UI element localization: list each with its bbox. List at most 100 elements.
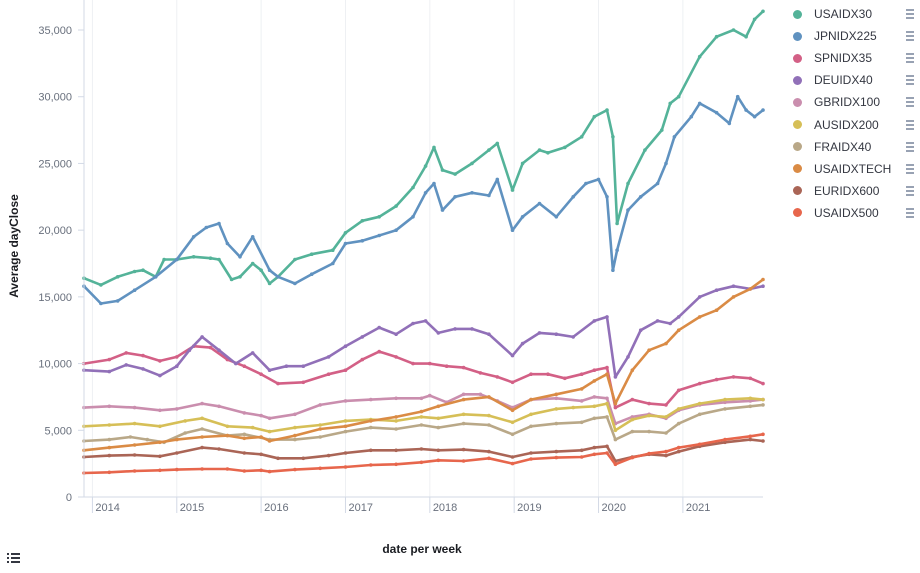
data-point-fraidx40	[676, 421, 681, 426]
data-point-gbridx100	[343, 399, 348, 403]
data-point-usaidxtech	[343, 424, 348, 429]
data-point-usaidx30	[697, 54, 702, 59]
data-point-fraidx40	[748, 404, 753, 409]
data-point-gbridx100	[267, 416, 272, 421]
data-point-spnidx35	[208, 345, 213, 350]
legend-action-icon[interactable]	[906, 31, 914, 42]
data-point-usaidx500	[697, 442, 702, 447]
data-point-jpnidx225	[638, 195, 643, 199]
legend-action-icon[interactable]	[906, 163, 914, 174]
legend-item-ausidx200[interactable]: AUSIDX200	[793, 113, 918, 135]
data-point-deuidx40	[453, 327, 457, 331]
data-point-euridx600	[132, 453, 137, 457]
data-point-spnidx35	[592, 368, 597, 373]
data-point-usaidxtech	[487, 395, 491, 399]
legend-action-icon[interactable]	[906, 97, 914, 108]
data-point-spnidx35	[495, 375, 500, 379]
data-point-deuidx40	[326, 355, 331, 359]
data-point-jpnidx225	[267, 268, 272, 273]
data-point-ausidx200	[158, 424, 162, 429]
data-point-euridx600	[664, 453, 668, 458]
data-point-jpnidx225	[238, 254, 242, 259]
data-point-spnidx35	[664, 403, 668, 407]
data-point-deuidx40	[714, 288, 719, 293]
data-point-spnidx35	[141, 353, 145, 358]
data-point-gbridx100	[554, 396, 559, 401]
data-point-euridx600	[761, 439, 765, 443]
legend-item-usaidx500[interactable]: USAIDX500	[793, 202, 918, 224]
chart-legend: USAIDX30 JPNIDX225 SPNIDX35 DEUIDX40 GBRIDX1…	[793, 3, 918, 224]
legend-action-icon[interactable]	[906, 119, 914, 130]
legend-item-deuidx40[interactable]: DEUIDX40	[793, 69, 918, 91]
data-point-euridx600	[529, 451, 533, 455]
data-point-usaidxtech	[200, 435, 204, 439]
legend-action-icon[interactable]	[906, 141, 914, 152]
data-point-euridx600	[158, 454, 162, 459]
data-point-fraidx40	[107, 437, 112, 442]
data-point-gbridx100	[748, 399, 753, 403]
data-point-fraidx40	[145, 437, 150, 442]
data-point-fraidx40	[436, 425, 441, 430]
data-point-usaidx30	[495, 141, 500, 146]
data-point-deuidx40	[360, 335, 365, 339]
data-point-jpnidx225	[584, 181, 588, 186]
data-point-usaidxtech	[529, 397, 533, 402]
legend-action-icon[interactable]	[906, 9, 914, 20]
data-point-deuidx40	[107, 369, 112, 374]
data-point-usaidx500	[242, 469, 247, 473]
legend-action-icon[interactable]	[906, 75, 914, 86]
legend-swatch	[793, 208, 802, 218]
legend-action-icon[interactable]	[906, 185, 914, 196]
data-point-usaidx30	[626, 181, 630, 186]
data-point-ausidx200	[487, 413, 491, 418]
x-axis-title: date per week	[382, 542, 462, 556]
legend-action-icon[interactable]	[906, 207, 914, 218]
data-point-ausidx200	[318, 423, 323, 427]
legend-swatch	[793, 164, 802, 174]
data-point-usaidx30	[132, 269, 137, 274]
data-point-deuidx40	[638, 328, 643, 333]
legend-item-euridx600[interactable]: EURIDX600	[793, 180, 918, 202]
data-point-usaidx30	[714, 34, 719, 39]
legend-item-gbridx100[interactable]: GBRIDX100	[793, 91, 918, 113]
data-point-jpnidx225	[423, 191, 428, 195]
legend-item-usaidxtech[interactable]: USAIDXTECH	[793, 158, 918, 180]
data-point-fraidx40	[592, 416, 597, 421]
data-point-deuidx40	[175, 364, 179, 369]
legend-item-fraidx40[interactable]: FRAIDX40	[793, 136, 918, 158]
data-point-usaidx500	[369, 463, 373, 467]
data-point-ausidx200	[592, 404, 597, 409]
chart-series	[82, 9, 765, 475]
data-point-usaidx30	[267, 281, 272, 286]
data-point-euridx600	[343, 451, 348, 455]
data-point-usaidxtech	[369, 419, 373, 423]
data-point-gbridx100	[242, 411, 247, 415]
data-point-usaidx500	[529, 457, 533, 461]
legend-swatch	[793, 53, 802, 63]
data-point-euridx600	[436, 448, 441, 453]
data-point-spnidx35	[529, 372, 533, 377]
data-point-jpnidx225	[735, 94, 740, 99]
data-point-ausidx200	[676, 407, 681, 411]
legend-item-spnidx35[interactable]: SPNIDX35	[793, 47, 918, 69]
data-point-gbridx100	[579, 399, 584, 403]
legend-action-icon[interactable]	[906, 53, 914, 64]
data-point-spnidx35	[343, 368, 348, 373]
data-point-usaidx30	[744, 34, 748, 39]
legend-item-usaidx30[interactable]: USAIDX30	[793, 3, 918, 25]
data-point-euridx600	[301, 456, 306, 461]
data-point-deuidx40	[668, 321, 672, 326]
data-point-fraidx40	[529, 424, 533, 429]
data-point-usaidx500	[259, 468, 263, 473]
data-point-gbridx100	[723, 400, 727, 405]
data-point-jpnidx225	[571, 195, 575, 199]
data-point-usaidxtech	[259, 435, 263, 439]
list-icon[interactable]	[7, 552, 20, 564]
data-point-spnidx35	[478, 371, 483, 375]
data-point-usaidx30	[453, 172, 457, 176]
data-point-gbridx100	[592, 395, 597, 399]
data-point-usaidxtech	[158, 440, 162, 445]
legend-item-jpnidx225[interactable]: JPNIDX225	[793, 25, 918, 47]
data-point-gbridx100	[200, 401, 204, 406]
data-point-jpnidx225	[175, 257, 179, 262]
